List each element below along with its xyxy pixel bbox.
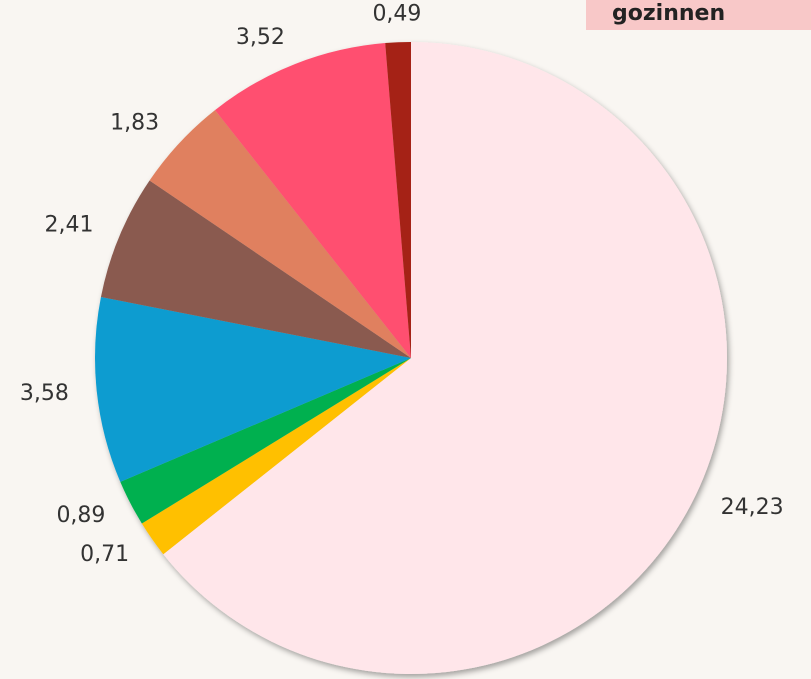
slice-label: 0,89 [56,503,105,528]
pie-slice [94,296,411,482]
slice-label: 0,49 [372,1,421,26]
pie [94,42,727,674]
pie-slice [215,43,411,359]
slice-label: 2,41 [45,212,94,237]
slice-label: 0,71 [80,542,129,567]
pie-slice [120,358,411,524]
slice-label: 3,52 [236,25,285,50]
slice-label: 1,83 [110,111,159,136]
pie-slice [141,358,411,555]
labels: 24,23 0,71 0,89 3,58 2,41 1,83 3,52 0,49 [20,1,784,567]
tooltip-box [586,0,811,30]
pie-slice [149,110,411,359]
slice-label: 3,58 [20,381,69,406]
slice-label: 24,23 [721,495,784,520]
pie-slice [100,180,411,358]
pie-slice [385,42,411,358]
pie-slice [163,42,727,674]
tooltip-text: gozinnen [612,1,725,26]
